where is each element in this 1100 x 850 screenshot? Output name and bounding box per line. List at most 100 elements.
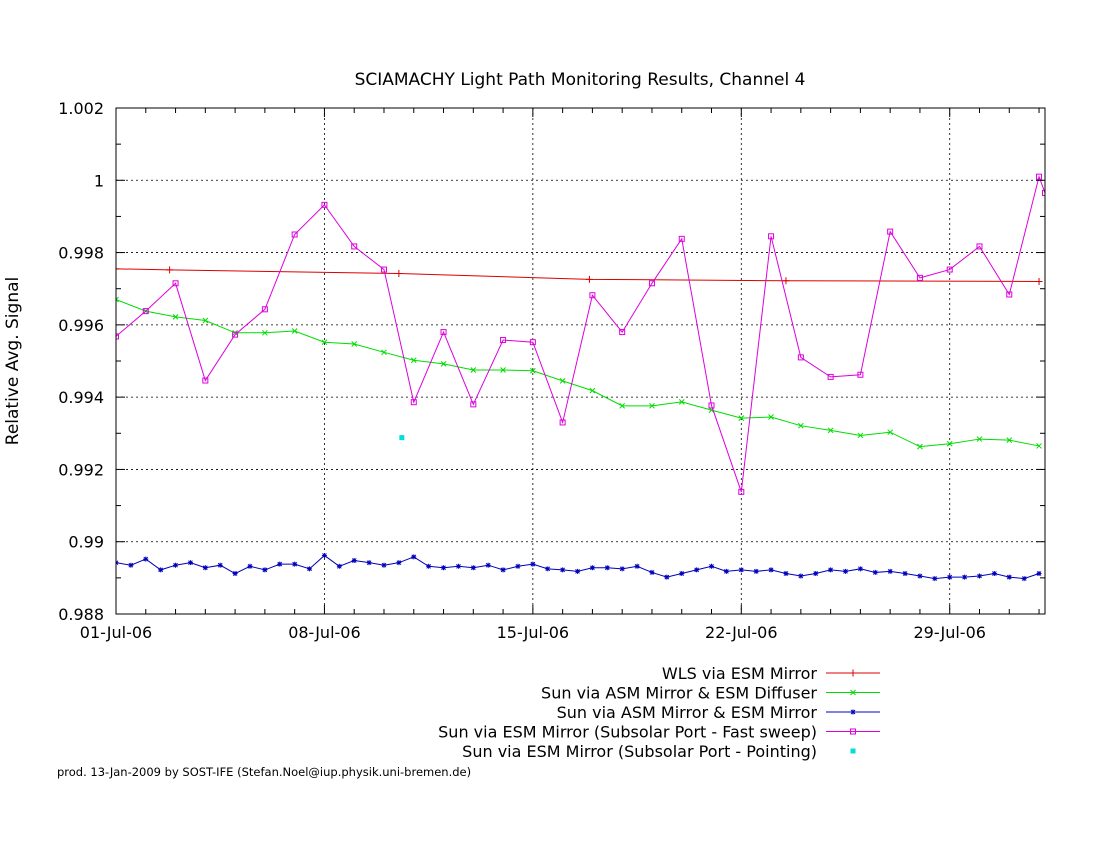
series-4-point: [589, 292, 596, 299]
series-4-point: [708, 402, 715, 409]
series-3-point: [396, 560, 402, 566]
series-3-point: [441, 565, 447, 571]
y-tick-label: 0.988: [58, 605, 104, 624]
series-1-point: [1035, 277, 1043, 285]
series-5-point: [399, 435, 405, 441]
series-3-point: [619, 566, 625, 572]
series-3-point: [381, 562, 387, 568]
series-2-point: [619, 402, 626, 409]
series-3-point: [515, 563, 521, 569]
series-4-point: [619, 329, 626, 336]
series-3-point: [887, 568, 893, 574]
series-3-point: [947, 574, 953, 580]
series-2-point: [530, 367, 536, 374]
series-4-point: [440, 329, 447, 336]
series-3-point: [843, 568, 849, 574]
series-3-point: [321, 552, 327, 558]
series-1-point: [782, 277, 790, 285]
y-tick-label: 0.996: [58, 316, 104, 335]
series-2-point: [559, 378, 566, 384]
y-tick-label: 0.994: [58, 388, 104, 407]
series-3-point: [768, 567, 774, 573]
series-4-point: [1036, 173, 1043, 180]
series-2-point: [857, 432, 864, 439]
series-2-point: [232, 329, 238, 336]
legend-label-3: Sun via ASM Mirror & ESM Mirror: [557, 703, 818, 722]
series-2: [116, 296, 1042, 450]
series-3-point: [173, 562, 179, 568]
x-tick-label: 08-Jul-06: [288, 623, 360, 642]
series-4: [116, 173, 1045, 495]
series-3-point: [857, 566, 863, 572]
y-tick-label: 1.002: [58, 99, 104, 118]
series-2-point: [291, 328, 298, 334]
series-2-point: [470, 367, 477, 373]
series-4-point: [142, 308, 149, 315]
series-2-point: [321, 339, 328, 346]
legend-swatch-marker-4: [850, 728, 856, 735]
series-4-point: [738, 488, 745, 495]
legend-swatch-marker-5: [850, 748, 856, 754]
series-4-point: [678, 235, 685, 242]
series-4-point: [291, 231, 298, 238]
series-3-point: [709, 563, 715, 569]
series-3-point: [470, 565, 476, 571]
series-3-point: [649, 569, 655, 575]
series-2-point: [500, 367, 506, 373]
series-3-point: [262, 567, 268, 573]
series-3-point: [723, 568, 729, 574]
series-4-point: [116, 333, 119, 340]
series-3: [116, 552, 1042, 582]
series-2-point: [946, 440, 953, 447]
series-3-point: [694, 567, 700, 573]
series-3-point: [738, 567, 744, 573]
series-2-point: [738, 415, 745, 421]
series-3-point: [500, 567, 506, 573]
series-3-point: [813, 571, 819, 577]
series-2-point: [440, 361, 447, 367]
grid: [116, 108, 1045, 614]
series-3-point: [485, 562, 491, 568]
series-4-point: [887, 228, 894, 235]
y-tick-label: 0.992: [58, 460, 104, 479]
series-3-point: [753, 568, 759, 574]
y-axis-tick-labels: 0.988 0.99 0.992 0.994 0.996 0.998 1 1.002: [58, 99, 104, 624]
series-2-line: [116, 299, 1040, 448]
legend-label-1: WLS via ESM Mirror: [662, 664, 818, 683]
series-3-point: [366, 560, 372, 566]
series-3-point: [277, 561, 283, 567]
series-3-point: [143, 556, 149, 562]
series-2-point: [678, 398, 685, 405]
series-1-point: [166, 266, 174, 274]
series-3-point: [589, 565, 595, 571]
series-5: [399, 435, 405, 441]
series-2-point: [827, 427, 834, 434]
series-3-point: [292, 561, 298, 567]
series-3-point: [917, 573, 923, 579]
series-1-point: [585, 275, 593, 283]
series-3-point: [128, 562, 134, 568]
series-2-point: [410, 357, 417, 364]
series-2-point: [917, 443, 923, 450]
series-2-point: [976, 436, 983, 442]
series-4-point: [976, 243, 983, 250]
series-4-point: [797, 354, 804, 361]
series-4-point: [1006, 291, 1013, 298]
series-2-point: [381, 349, 387, 356]
y-axis-label: Relative Avg. Signal: [3, 277, 23, 445]
series-1: [116, 265, 1043, 285]
series-3-point: [187, 560, 193, 566]
series-3-point: [798, 573, 804, 579]
series-4-point: [410, 399, 417, 406]
series-4-point: [916, 274, 923, 281]
series-1-point: [116, 265, 120, 273]
axis-ticks: [115, 107, 1045, 615]
legend-label-4: Sun via ESM Mirror (Subsolar Port - Fast…: [438, 723, 817, 742]
series-3-point: [991, 571, 997, 577]
series-3-point: [872, 569, 878, 575]
series-2-point: [202, 317, 209, 324]
series-4-point: [380, 266, 387, 273]
legend-swatch-marker-1: [849, 669, 857, 677]
series-4-point: [500, 337, 507, 344]
